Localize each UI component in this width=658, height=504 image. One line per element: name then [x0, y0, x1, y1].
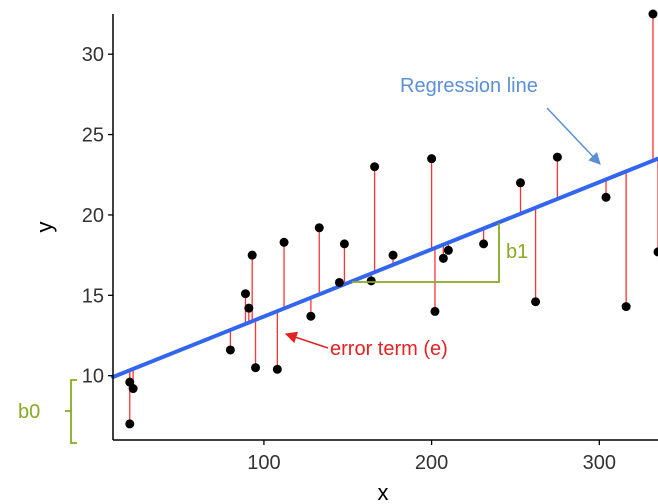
- data-point: [366, 276, 376, 286]
- data-point: [306, 311, 316, 321]
- data-point: [479, 239, 489, 249]
- y-axis-title: y: [32, 222, 57, 233]
- data-point: [251, 363, 261, 373]
- y-tick-label: 25: [82, 125, 104, 147]
- y-tick-label: 15: [82, 285, 104, 307]
- intercept-bracket: [65, 379, 77, 444]
- x-tick-label: 200: [415, 452, 448, 474]
- data-point: [125, 419, 135, 429]
- data-point: [272, 364, 282, 374]
- data-point: [443, 245, 453, 255]
- data-point: [314, 223, 324, 233]
- x-tick-label: 100: [247, 452, 280, 474]
- data-point: [552, 152, 562, 162]
- axis-ticks: 10 15 20 25 30 100 200 300: [82, 44, 616, 474]
- data-point: [621, 302, 631, 312]
- error-term-label: error term (e): [330, 338, 448, 360]
- intercept-label: b0: [18, 401, 40, 423]
- x-axis-title: x: [378, 480, 389, 504]
- data-point: [438, 253, 448, 263]
- data-point: [388, 250, 398, 260]
- data-point: [247, 250, 257, 260]
- x-tick-label: 300: [583, 452, 616, 474]
- data-point: [334, 277, 344, 287]
- slope-label: b1: [506, 241, 528, 263]
- y-tick-label: 20: [82, 205, 104, 227]
- data-point: [601, 192, 611, 202]
- data-points: [125, 9, 658, 429]
- regression-line-group: [111, 156, 658, 380]
- data-point: [430, 306, 440, 316]
- y-tick-label: 30: [82, 44, 104, 66]
- data-point: [279, 237, 289, 247]
- data-point: [531, 297, 541, 307]
- data-point: [244, 303, 254, 313]
- data-point: [648, 9, 658, 19]
- data-point: [427, 154, 437, 164]
- data-point: [370, 162, 380, 172]
- error-term-arrow: [284, 331, 329, 349]
- residual-lines: [129, 14, 658, 424]
- data-point: [653, 247, 658, 257]
- regression-line: [111, 156, 658, 380]
- slope-bracket: [352, 223, 500, 283]
- y-tick-label: 10: [82, 366, 104, 388]
- regression-line-arrow: [546, 107, 601, 165]
- data-point: [240, 289, 250, 299]
- data-point: [515, 178, 525, 188]
- data-point: [225, 345, 235, 355]
- regression-line-label: Regression line: [400, 75, 538, 97]
- data-point: [128, 384, 138, 394]
- data-point: [339, 239, 349, 249]
